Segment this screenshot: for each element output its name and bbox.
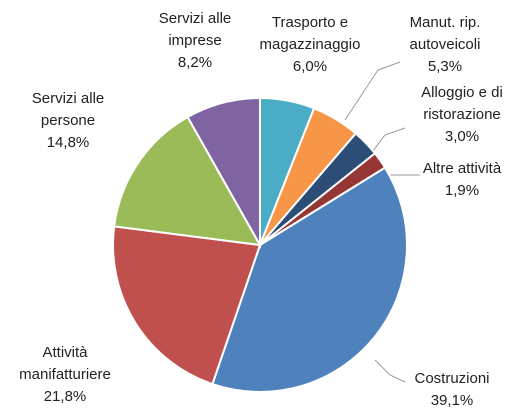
leader-line bbox=[369, 127, 406, 156]
category-label: Trasporto e magazzinaggio bbox=[259, 14, 361, 53]
category-label: Manut. rip. autoveicoli bbox=[409, 14, 481, 53]
value-label: 14,8% bbox=[46, 134, 90, 151]
slice-label: Costruzioni 39,1% bbox=[397, 368, 507, 410]
category-label: Costruzioni bbox=[414, 370, 490, 387]
slice-label: Alloggio e di ristorazione 3,0% bbox=[407, 82, 517, 148]
slice-label: Servizi alle persone 14,8% bbox=[16, 88, 121, 154]
category-label: Servizi alle imprese bbox=[158, 10, 232, 49]
category-label: Servizi alle persone bbox=[31, 90, 105, 129]
category-label: Attività manifatturiere bbox=[19, 344, 111, 383]
value-label: 21,8% bbox=[43, 388, 87, 405]
pie-slice bbox=[211, 166, 408, 393]
leader-line bbox=[344, 61, 401, 121]
value-label: 1,9% bbox=[444, 182, 480, 199]
leader-line bbox=[374, 359, 406, 383]
pie-slice bbox=[112, 225, 262, 386]
value-label: 3,0% bbox=[444, 128, 480, 145]
slice-label: Trasporto e magazzinaggio 6,0% bbox=[253, 12, 368, 78]
pie-slice bbox=[186, 96, 261, 249]
value-label: 5,3% bbox=[427, 58, 463, 75]
slice-label: Servizi alle imprese 8,2% bbox=[143, 8, 248, 74]
value-label: 6,0% bbox=[292, 58, 328, 75]
value-label: 39,1% bbox=[430, 392, 474, 409]
leader-lines bbox=[344, 61, 420, 383]
slice-label: Attività manifatturiere 21,8% bbox=[8, 342, 123, 408]
value-label: 8,2% bbox=[177, 54, 213, 71]
category-label: Alloggio e di ristorazione bbox=[421, 84, 503, 123]
slice-label: Altre attività 1,9% bbox=[397, 158, 525, 202]
slice-label: Manut. rip. autoveicoli 5,3% bbox=[393, 12, 498, 78]
category-label: Altre attività bbox=[422, 160, 502, 177]
pie-slice bbox=[113, 115, 262, 247]
